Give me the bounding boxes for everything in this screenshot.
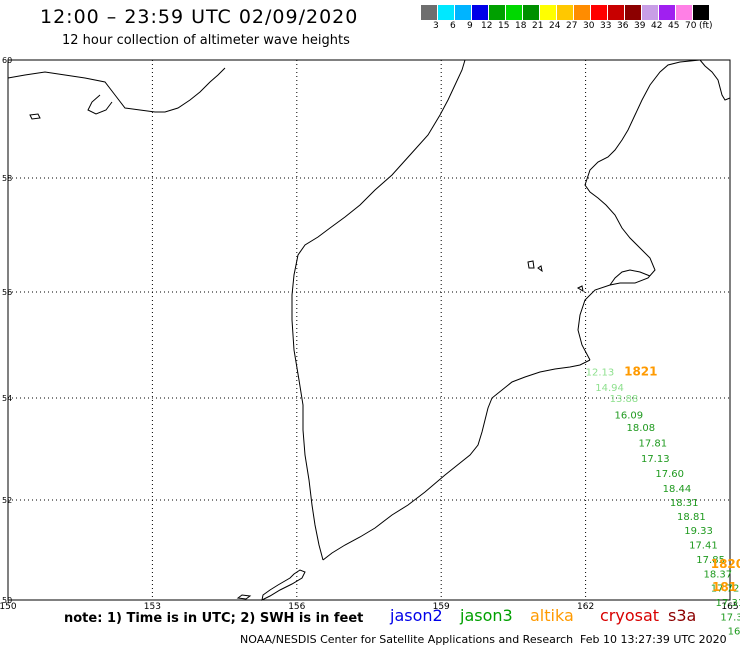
legend-swatch	[574, 5, 591, 20]
northwest-peninsula	[87, 94, 113, 115]
jason3-swh-value: 18.31	[670, 498, 699, 509]
kuril-island	[261, 569, 306, 601]
legend-value-label: 27	[566, 21, 578, 31]
satellite-name-altika: altika	[530, 606, 574, 625]
satellite-name-jason3: jason3	[460, 606, 513, 625]
legend-swatch	[438, 5, 455, 20]
legend-unit-label: (ft)	[699, 21, 713, 31]
legend-value-label: 70	[685, 21, 697, 31]
jason3-swh-value: 13.88	[610, 394, 639, 405]
legend-value-label: 42	[651, 21, 663, 31]
jason3-swh-value: 18.37	[704, 570, 733, 581]
jason3-swh-value: 14.94	[595, 383, 624, 394]
legend-swatch	[659, 5, 676, 20]
legend-swatch	[540, 5, 557, 20]
jason3-swh-value: 18.44	[663, 484, 692, 495]
jason3-swh-value: 17.31	[716, 598, 740, 609]
kamchatka-east-coast	[577, 59, 701, 361]
satellite-name-jason2: jason2	[390, 606, 443, 625]
satellite-name-s3a: s3a	[668, 606, 697, 625]
latitude-label: 60	[2, 56, 12, 65]
legend-value-label: 9	[467, 21, 473, 31]
legend-swatch	[506, 5, 523, 20]
legend-value-label: 15	[498, 21, 510, 31]
jason3-swh-value: 18.08	[627, 423, 656, 434]
islet	[537, 265, 543, 273]
kamchatka-south-tip	[322, 359, 591, 561]
jason3-swh-value: 17.72	[711, 584, 740, 595]
islet	[576, 285, 584, 293]
satellite-name-cryosat: cryosat	[600, 606, 660, 625]
legend-value-label: 3	[433, 21, 439, 31]
legend-swatch	[625, 5, 642, 20]
legend-value-label: 45	[668, 21, 680, 31]
jason3-swh-value: 12.13	[586, 368, 615, 379]
map-subtitle: 12 hour collection of altimeter wave hei…	[62, 33, 350, 48]
legend-swatch	[676, 5, 693, 20]
jason3-swh-value: 17.60	[655, 469, 684, 480]
legend-value-label: 33	[600, 21, 612, 31]
latitude-label: 54	[2, 394, 12, 403]
map-frame	[7, 59, 731, 601]
map-title: 12:00 – 23:59 UTC 02/09/2020	[40, 6, 359, 28]
longitude-label: 150	[0, 602, 17, 612]
jason3-swh-value: 17.41	[689, 541, 718, 552]
legend-swatch	[557, 5, 574, 20]
legend-swatch	[642, 5, 659, 20]
legend-value-label: 21	[532, 21, 544, 31]
jason3-swh-value: 16.09	[614, 410, 643, 421]
altika-track-labels: 1821 1820 181	[624, 365, 740, 594]
legend-swatch	[591, 5, 608, 20]
longitude-label: 153	[144, 602, 161, 612]
latitude-label: 58	[2, 174, 12, 183]
legend-swatch	[472, 5, 489, 20]
legend-value-label: 24	[549, 21, 561, 31]
altika-time-label: 1821	[624, 365, 657, 379]
jason3-swh-value: 19.33	[684, 526, 713, 537]
legend-swatch	[455, 5, 472, 20]
legend-value-label: 36	[617, 21, 629, 31]
legend-swatch	[693, 5, 710, 20]
latitude-label: 56	[2, 288, 12, 297]
kuril-island	[236, 594, 252, 600]
jason3-swh-value: 17.13	[641, 454, 670, 465]
longitude-label: 165	[721, 602, 738, 612]
altika-time-label: 1820	[711, 557, 740, 571]
latitude-tick-labels: 60 58 56 54 52 50	[2, 56, 12, 605]
islet	[527, 260, 535, 269]
jason3-swh-value: 17.37	[720, 613, 740, 624]
graticule-grid	[8, 60, 730, 600]
legend-value-label: 6	[450, 21, 456, 31]
legend-value-label: 18	[515, 21, 527, 31]
northwest-coast	[7, 67, 226, 113]
kamchatka-west-coast	[291, 59, 466, 561]
longitude-label: 159	[433, 602, 450, 612]
longitude-label: 162	[577, 602, 594, 612]
legend-value-label: 12	[481, 21, 493, 31]
credit-text: NOAA/NESDIS Center for Satellite Applica…	[240, 633, 574, 646]
northeast-coast	[699, 59, 731, 101]
jason3-swh-value: 17.85	[696, 555, 725, 566]
jason3-swh-value: 16.44	[728, 627, 740, 638]
legend-swatch	[608, 5, 625, 20]
legend-value-label: 30	[583, 21, 595, 31]
wave-height-color-legend	[421, 5, 710, 20]
altika-time-label: 181	[712, 580, 737, 594]
kamchatka-east-coast-inlet	[609, 269, 651, 286]
latitude-label: 52	[2, 496, 12, 505]
legend-swatch	[489, 5, 506, 20]
legend-value-label: 39	[634, 21, 646, 31]
units-note: note: 1) Time is in UTC; 2) SWH is in fe…	[64, 611, 364, 626]
latitude-label: 50	[2, 596, 12, 605]
jason3-swh-value: 18.81	[677, 512, 706, 523]
longitude-label: 156	[288, 602, 305, 612]
jason3-swh-value: 17.81	[639, 438, 668, 449]
legend-swatch	[523, 5, 540, 20]
legend-swatch	[421, 5, 438, 20]
timestamp-text: Feb 10 13:27:39 UTC 2020	[580, 633, 727, 646]
longitude-tick-labels: 150 153 156 159 162 165	[0, 602, 739, 612]
islet	[29, 113, 41, 120]
